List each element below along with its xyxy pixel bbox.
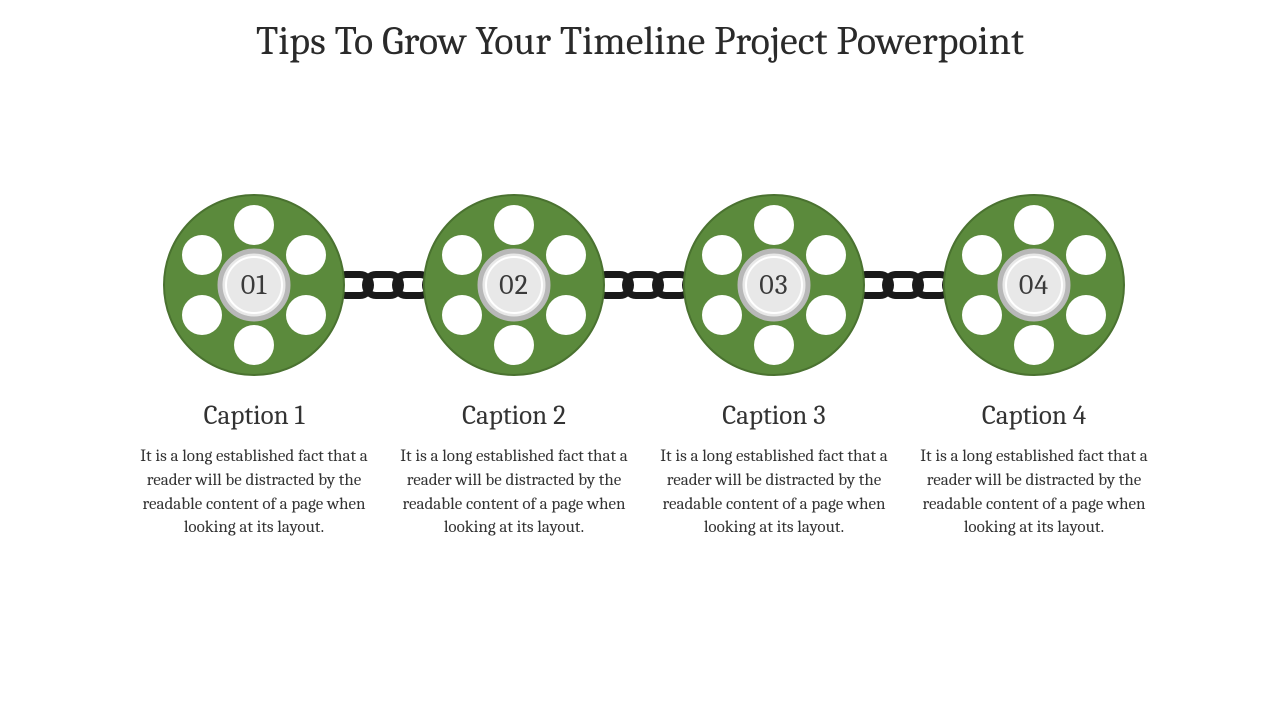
caption-col-2: Caption 2 It is a long established fact … <box>384 400 644 540</box>
caption-col-3: Caption 3 It is a long established fact … <box>644 400 904 540</box>
wheel-1: 01 <box>162 193 346 377</box>
wheel-number: 01 <box>241 269 268 301</box>
wheel-number: 02 <box>499 269 529 301</box>
slide: Tips To Grow Your Timeline Project Power… <box>0 0 1280 720</box>
caption-title: Caption 1 <box>134 400 374 431</box>
wheel-2: 02 <box>422 193 606 377</box>
caption-col-1: Caption 1 It is a long established fact … <box>124 400 384 540</box>
slide-title: Tips To Grow Your Timeline Project Power… <box>0 18 1280 64</box>
captions-row: Caption 1 It is a long established fact … <box>0 400 1280 540</box>
caption-body: It is a long established fact that a rea… <box>394 445 634 540</box>
timeline-row: 01 02 <box>0 190 1280 380</box>
wheel-number: 03 <box>759 269 788 301</box>
caption-title: Caption 3 <box>654 400 894 431</box>
wheel-4: 04 <box>942 193 1126 377</box>
caption-body: It is a long established fact that a rea… <box>134 445 374 540</box>
wheel-number: 04 <box>1019 269 1049 301</box>
caption-body: It is a long established fact that a rea… <box>654 445 894 540</box>
caption-title: Caption 4 <box>914 400 1154 431</box>
caption-title: Caption 2 <box>394 400 634 431</box>
wheel-3: 03 <box>682 193 866 377</box>
caption-col-4: Caption 4 It is a long established fact … <box>904 400 1164 540</box>
caption-body: It is a long established fact that a rea… <box>914 445 1154 540</box>
